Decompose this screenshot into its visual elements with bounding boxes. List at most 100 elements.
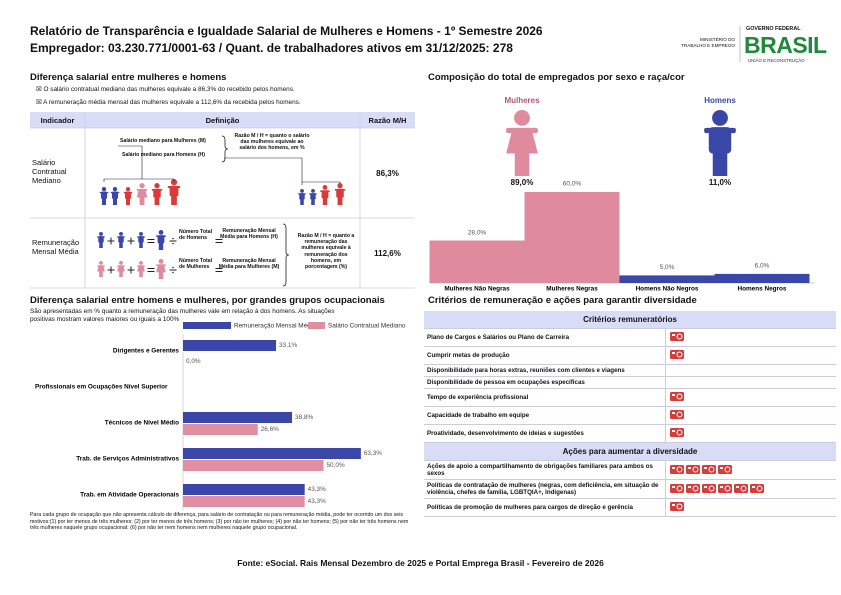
person-icon — [110, 187, 120, 205]
operator-symbol — [169, 266, 177, 274]
legs — [139, 242, 143, 248]
criteria-icon — [750, 483, 764, 493]
head — [514, 110, 530, 126]
legs — [311, 199, 315, 205]
criteria-body: Critérios remuneratórios Plano de Cargos … — [424, 311, 836, 517]
person-icon — [334, 183, 346, 205]
person-icon — [99, 187, 109, 205]
icon-detail — [692, 466, 699, 472]
arm — [298, 193, 306, 195]
body — [708, 127, 732, 154]
note: ☒ A remuneração média mensal das mulhere… — [36, 99, 301, 106]
person-icon — [156, 259, 166, 279]
value-label: 60,0% — [563, 181, 582, 188]
icon-detail — [688, 466, 691, 469]
dot — [172, 242, 174, 245]
criteria-icon — [718, 464, 732, 474]
icon-detail — [736, 485, 739, 488]
indicator: Salário Contratual Mediano — [32, 158, 67, 185]
head — [311, 189, 315, 193]
criteria-text: Proatividade, desenvolvimento de ideias … — [424, 424, 666, 443]
body — [336, 188, 344, 198]
definition-text: Número Total de Homens — [179, 229, 213, 242]
body — [299, 193, 305, 200]
person-icon — [97, 232, 105, 248]
icon-detail — [752, 485, 755, 488]
legend-swatch — [183, 322, 231, 329]
report-title: Relatório de Transparência e Igualdade S… — [30, 24, 543, 38]
criteria-header-row: Critérios remuneratórios — [424, 311, 836, 329]
icon-group — [670, 502, 684, 511]
person-icon — [704, 110, 736, 176]
body — [98, 236, 104, 243]
criteria-icon — [670, 392, 684, 401]
dot — [172, 271, 174, 274]
icon-detail — [688, 485, 691, 488]
head — [119, 261, 123, 265]
criteria-text: Disponibilidade de pessoa em ocupações e… — [424, 376, 666, 389]
icon-detail — [708, 485, 715, 491]
icon-detail — [720, 466, 723, 469]
legs — [99, 242, 103, 248]
connector — [103, 145, 175, 182]
arm — [117, 236, 125, 238]
criteria-text: Políticas de contratação de mulheres (ne… — [424, 479, 666, 499]
operator-symbol — [127, 237, 135, 245]
arm — [117, 265, 125, 267]
category-label: Homens Negros — [737, 286, 786, 293]
criteria-icon — [670, 464, 684, 474]
criteria-icons — [665, 328, 836, 347]
arm — [167, 186, 181, 189]
body — [117, 265, 125, 272]
criteria-row: Disponibilidade de pessoa em ocupações e… — [424, 376, 836, 389]
value-label: 0,0% — [186, 358, 201, 365]
criteria-icon — [670, 483, 684, 493]
legs — [154, 197, 160, 205]
criteria-icons — [665, 424, 836, 443]
source: Fonte: eSocial. Rais Mensal Dezembro de … — [237, 558, 604, 568]
icon-detail — [676, 466, 683, 472]
head — [139, 261, 143, 265]
value-label: 38,8% — [295, 414, 313, 421]
icon-detail — [672, 412, 675, 414]
criteria-text: Cumprir metas de produção — [424, 346, 666, 365]
value-label: 33,1% — [279, 342, 297, 349]
women-label: Mulheres — [504, 96, 540, 105]
person-icon — [151, 183, 163, 205]
indicator: Remuneração Mensal Média — [32, 238, 80, 256]
head — [139, 232, 143, 236]
criteria-icons — [665, 406, 836, 425]
icon-detail — [704, 466, 707, 469]
operator-symbol — [107, 266, 115, 274]
legs — [171, 195, 177, 205]
head — [99, 261, 103, 265]
legs — [119, 242, 123, 248]
table-grid — [30, 112, 415, 289]
category-label: Dirigentes e Gerentes — [113, 348, 180, 355]
category-label: Mulheres Não Negras — [444, 286, 510, 293]
head — [112, 187, 118, 192]
icon-detail — [756, 485, 763, 491]
bar — [183, 448, 361, 459]
operator-symbol — [215, 239, 223, 243]
icon-group — [670, 392, 684, 401]
body — [157, 235, 165, 244]
head — [101, 187, 107, 192]
icon-detail — [692, 485, 699, 491]
body — [118, 236, 124, 243]
criteria-row: Disponibilidade para horas extras, reuni… — [424, 364, 836, 377]
chart-title: Composição do total de empregados por se… — [428, 72, 685, 83]
legs — [158, 271, 164, 279]
person-icon — [117, 232, 125, 248]
bar — [714, 273, 810, 283]
icon-group — [670, 410, 684, 419]
logo-slogan: UNIÃO E RECONSTRUÇÃO — [748, 58, 805, 63]
icon-detail — [672, 485, 675, 488]
ratio-value: 86,3% — [376, 169, 399, 178]
body — [100, 191, 108, 199]
criteria-icons — [665, 364, 836, 377]
operator-symbol — [215, 268, 223, 272]
person-icon — [320, 185, 330, 205]
icon-group — [670, 428, 684, 437]
legs — [514, 152, 530, 176]
